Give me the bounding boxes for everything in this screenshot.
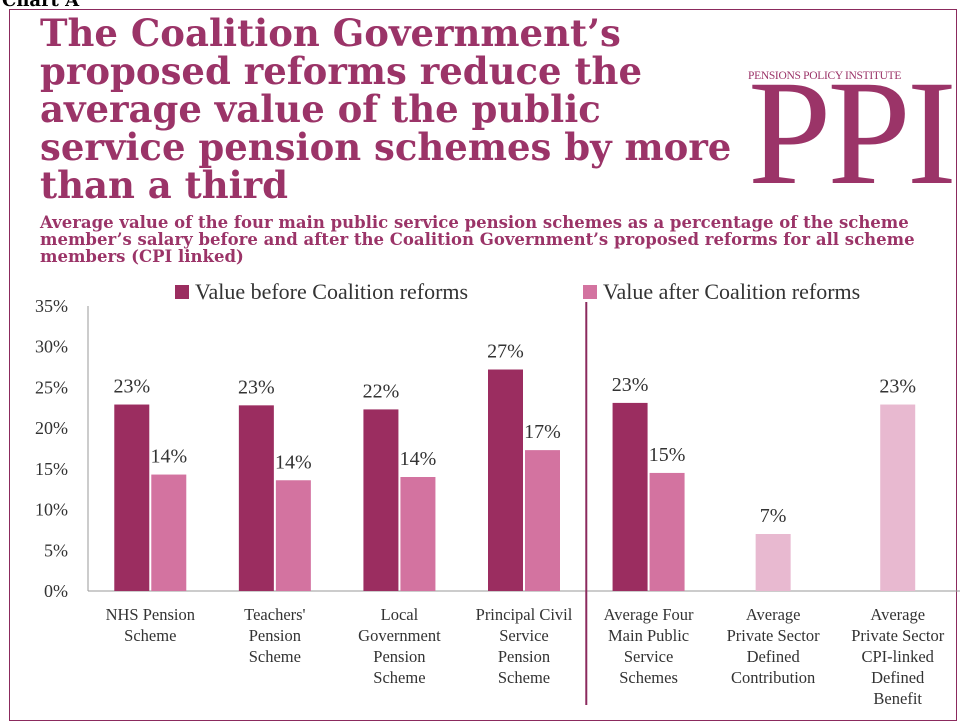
legend-item-before: Value before Coalition reforms	[175, 279, 468, 305]
legend-swatch-after	[583, 285, 597, 299]
chart-frame	[9, 9, 957, 721]
chart-subtitle: Average value of the four main public se…	[40, 213, 915, 266]
data-label-after: 17%	[524, 421, 561, 443]
category-label: Benefit	[873, 689, 922, 708]
data-label-before: 23%	[612, 374, 649, 396]
data-label-before: 23%	[238, 376, 275, 398]
bar-before	[238, 405, 274, 591]
y-tick-label: 15%	[35, 459, 68, 479]
logo-caption: PENSIONS POLICY INSTITUTE	[748, 70, 902, 82]
bar-before	[363, 409, 399, 591]
data-label-before: 23%	[113, 376, 150, 398]
data-label-before: 27%	[487, 341, 524, 363]
y-tick-label: 30%	[35, 337, 68, 357]
data-label-private: 7%	[760, 505, 787, 527]
bar-private-sector	[880, 404, 916, 591]
category-label: Average Four	[604, 605, 694, 624]
category-label: NHS Pension	[106, 605, 195, 624]
y-tick-label: 5%	[44, 540, 68, 560]
category-label: Scheme	[124, 626, 176, 645]
y-tick-label: 0%	[44, 581, 68, 601]
category-label: CPI-linked	[862, 647, 935, 666]
data-label-after: 14%	[400, 448, 437, 470]
category-label: Principal Civil	[476, 605, 573, 624]
y-tick-label: 35%	[35, 296, 68, 316]
legend-label-after: Value after Coalition reforms	[603, 279, 861, 304]
category-label: Local	[381, 605, 419, 624]
data-label-private: 23%	[879, 376, 916, 398]
category-label: Scheme	[249, 647, 301, 666]
ppi-logo: PPI	[748, 50, 957, 216]
bar-after	[525, 450, 560, 591]
category-label: Pension	[373, 647, 425, 666]
bar-before	[114, 404, 150, 591]
data-label-after: 15%	[649, 444, 686, 466]
category-label: Scheme	[498, 668, 550, 687]
category-label: Defined	[747, 647, 801, 666]
y-tick-label: 10%	[35, 500, 68, 520]
bar-after	[151, 474, 187, 591]
data-label-after: 14%	[275, 451, 312, 473]
y-tick-label: 20%	[35, 418, 68, 438]
y-tick-label: 25%	[35, 377, 68, 397]
chart-label: Chart A	[2, 0, 80, 11]
legend-swatch-before	[175, 285, 189, 299]
bar-private-sector	[755, 534, 791, 591]
legend-label-before: Value before Coalition reforms	[195, 279, 469, 304]
data-label-after: 14%	[150, 446, 187, 468]
category-label: Service	[499, 626, 548, 645]
category-label: Average	[870, 605, 925, 624]
category-label: Teachers'	[244, 605, 305, 624]
category-label: Pension	[498, 647, 550, 666]
category-label: Average	[746, 605, 801, 624]
bar-before	[612, 402, 648, 591]
chart-title: The Coalition Government’s proposed refo…	[40, 11, 732, 207]
category-label: Private Sector	[851, 626, 945, 645]
category-label: Main Public	[608, 626, 689, 645]
category-label: Scheme	[373, 668, 425, 687]
category-label: Contribution	[731, 668, 815, 687]
category-label: Schemes	[619, 668, 678, 687]
bar-before	[488, 369, 523, 591]
category-label: Service	[624, 647, 673, 666]
category-label: Pension	[249, 626, 301, 645]
bar-after	[275, 480, 311, 591]
category-label: Defined	[871, 668, 925, 687]
bar-after	[649, 472, 685, 591]
bar-after	[400, 477, 436, 591]
legend-item-after: Value after Coalition reforms	[583, 279, 860, 305]
category-label: Government	[358, 626, 441, 645]
category-label: Private Sector	[727, 626, 821, 645]
data-label-before: 22%	[363, 380, 400, 402]
